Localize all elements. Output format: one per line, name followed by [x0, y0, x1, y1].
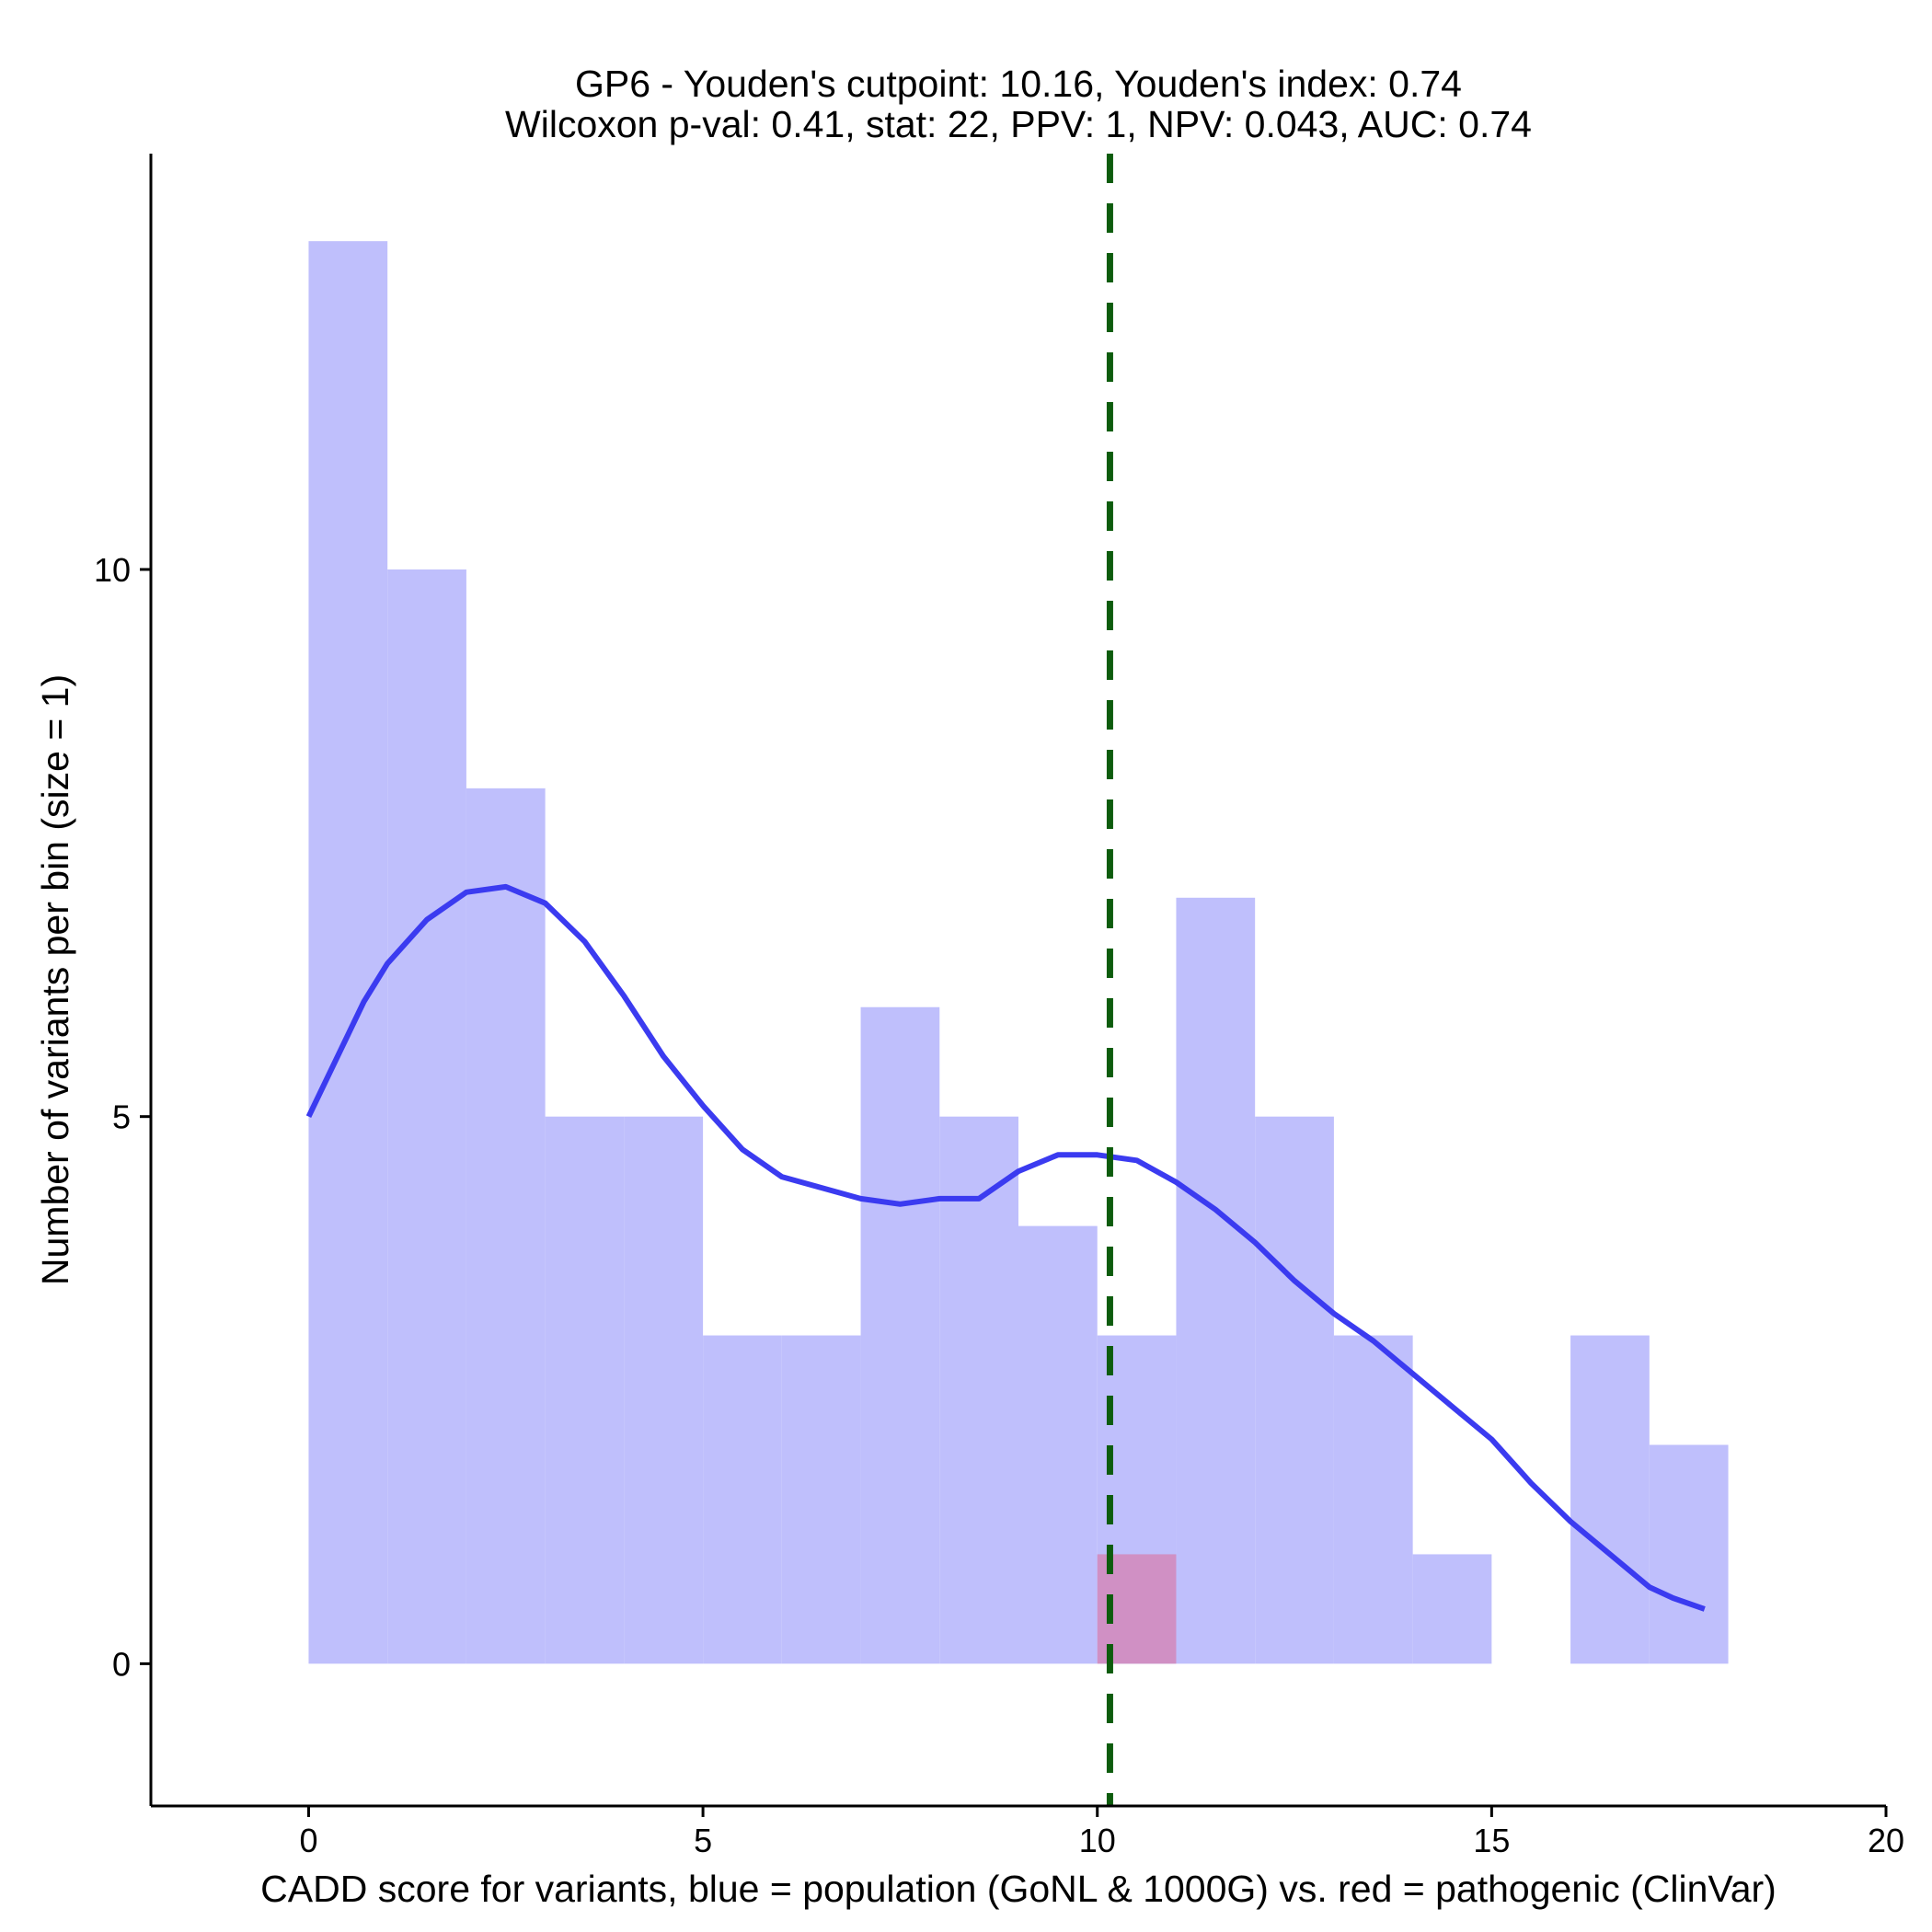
population-bar-5: [703, 1335, 782, 1664]
y-tick-label-0: 0: [112, 1645, 131, 1683]
population-bar-3: [545, 1116, 625, 1664]
y-tick-label-5: 5: [112, 1098, 131, 1136]
x-tick-label-0: 0: [299, 1822, 317, 1859]
population-bar-16: [1570, 1335, 1650, 1664]
population-bar-8: [939, 1116, 1018, 1664]
density-layer: [305, 883, 1706, 1612]
x-tick-label-5: 5: [694, 1822, 712, 1859]
x-tick-label-20: 20: [1868, 1822, 1904, 1859]
axes: [149, 154, 1886, 1808]
population-bar-7: [860, 1006, 940, 1664]
y-axis-label: Number of variants per bin (size = 1): [34, 674, 76, 1285]
density-line: [305, 883, 1706, 1612]
population-bar-14: [1412, 1554, 1492, 1664]
histogram-bars: [308, 241, 1729, 1664]
x-axis-label: CADD score for variants, blue = populati…: [260, 1868, 1777, 1910]
population-bar-12: [1255, 1116, 1334, 1664]
population-bar-1: [387, 569, 466, 1664]
population-bar-13: [1333, 1335, 1413, 1664]
population-bar-0: [308, 241, 388, 1664]
population-bar-4: [624, 1116, 704, 1664]
population-bar-2: [466, 788, 546, 1664]
tick-layer: 0 5 10 15 20 0 5 10: [94, 551, 1904, 1859]
population-bar-6: [781, 1335, 861, 1664]
x-tick-label-10: 10: [1079, 1822, 1116, 1859]
population-bar-17: [1649, 1444, 1729, 1664]
y-tick-label-10: 10: [94, 551, 131, 589]
chart-title-line-2: Wilcoxon p-val: 0.41, stat: 22, PPV: 1, …: [505, 103, 1532, 145]
population-bar-9: [1018, 1225, 1098, 1664]
chart-title-line-1: GP6 - Youden's cutpoint: 10.16, Youden's…: [575, 63, 1462, 105]
x-tick-label-15: 15: [1473, 1822, 1510, 1859]
population-bar-11: [1176, 897, 1256, 1664]
